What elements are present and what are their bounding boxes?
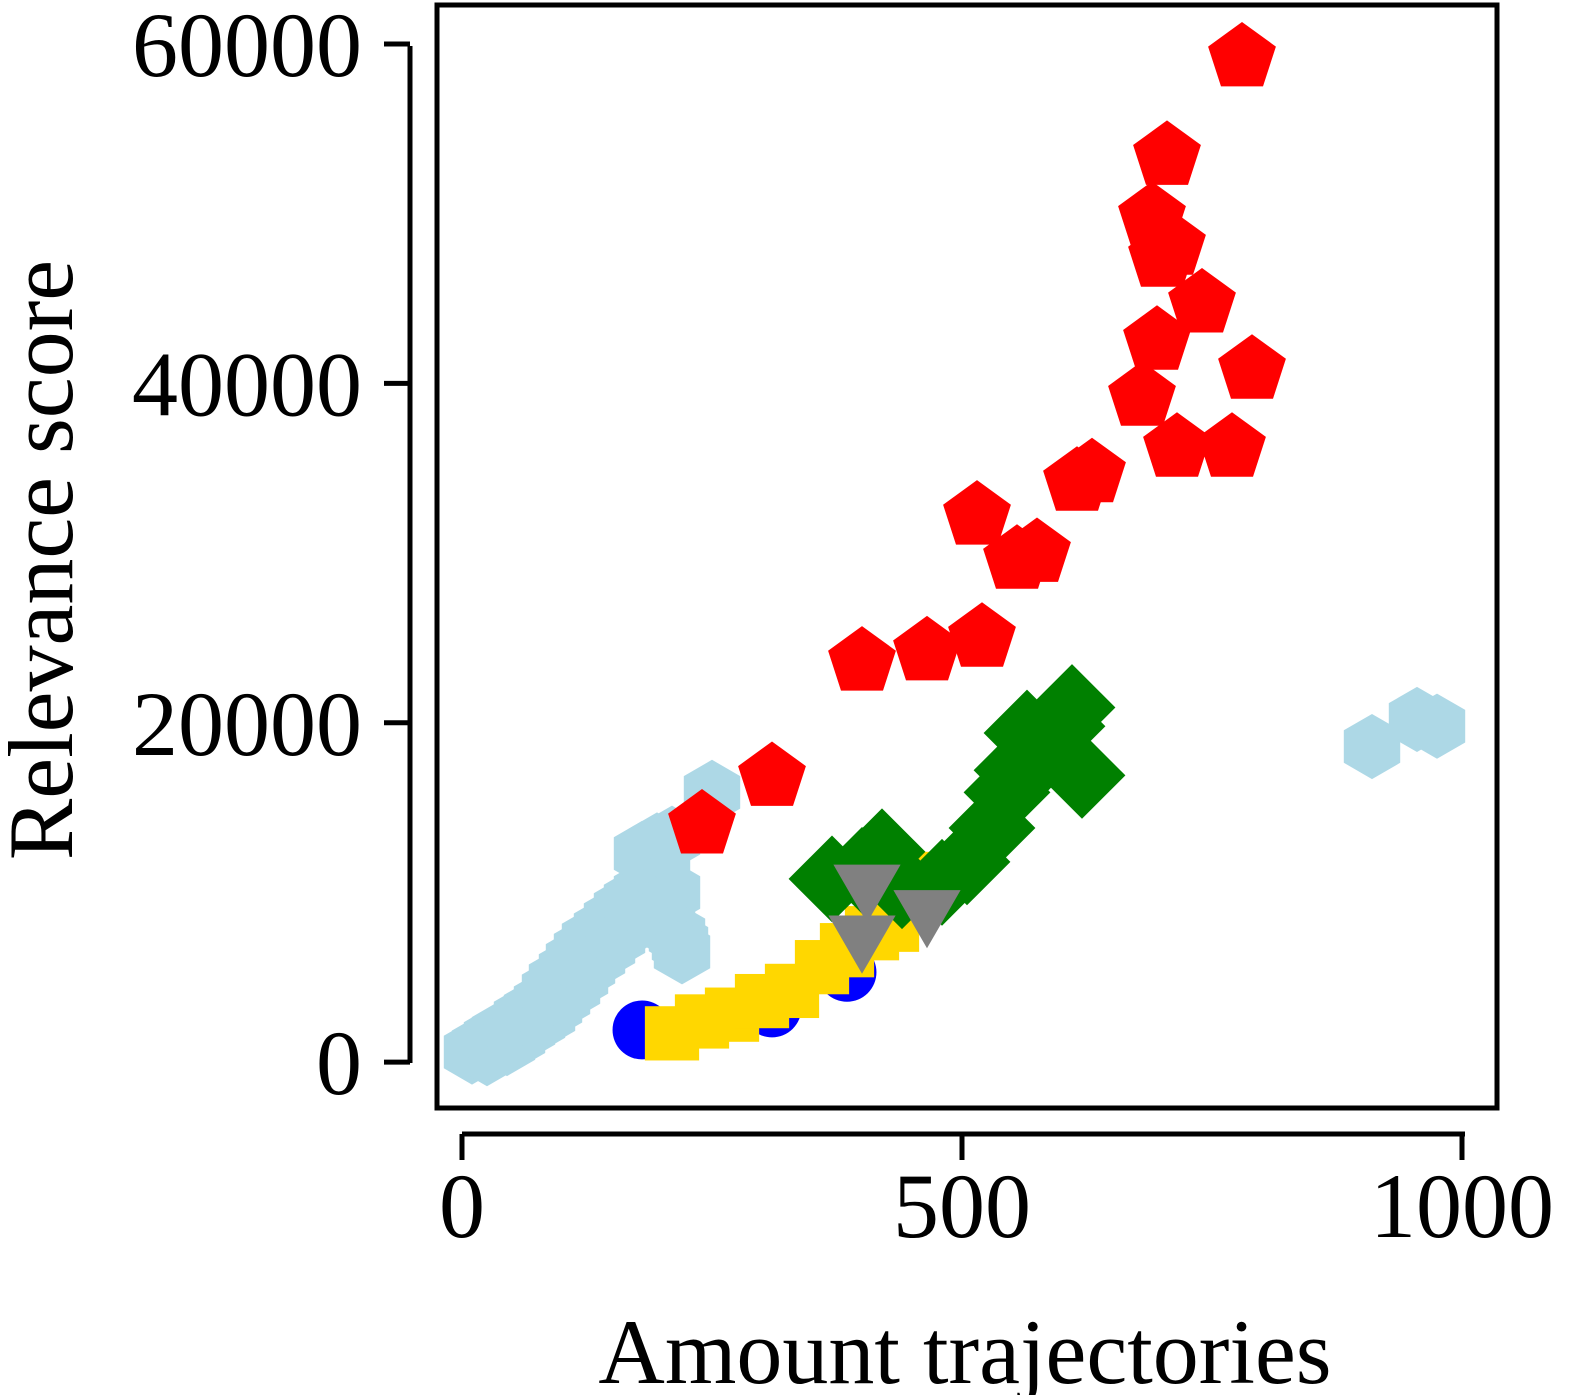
x-tick-label: 1000: [1370, 1155, 1554, 1257]
pentagon-point: [668, 789, 736, 854]
data-points: [443, 22, 1466, 1087]
pentagon-point: [893, 615, 961, 681]
hexagon-point: [1343, 714, 1401, 780]
x-tick-label: 500: [893, 1155, 1031, 1257]
pentagon-point: [1003, 517, 1071, 582]
pentagon-point: [1198, 412, 1266, 477]
pentagon-point: [1133, 120, 1201, 185]
x-axis-ticks: 0 500 1000: [439, 1134, 1554, 1257]
triangle-down-point: [893, 890, 961, 949]
hexagon-point: [1408, 693, 1466, 759]
y-tick-label: 0: [316, 1012, 362, 1114]
pentagon-point: [828, 626, 896, 691]
hexagon-point: [653, 919, 711, 985]
y-tick-label: 60000: [132, 0, 362, 96]
triangle-down-point: [828, 915, 896, 974]
pentagon-point: [738, 741, 806, 806]
diamond-point: [1028, 664, 1116, 751]
pentagon-point: [1143, 412, 1211, 477]
y-axis-label: Relevance score: [0, 260, 92, 860]
pentagon-point: [1218, 334, 1286, 399]
diamond-point: [1038, 732, 1126, 819]
x-axis-label: Amount trajectories: [598, 1301, 1331, 1395]
triangle-down-point: [833, 864, 901, 923]
pentagon-point: [943, 480, 1011, 545]
y-tick-label: 40000: [132, 333, 362, 435]
y-tick-label: 20000: [132, 673, 362, 775]
y-axis-ticks: 0 20000 40000 60000: [132, 0, 410, 1114]
pentagon-point: [1108, 361, 1176, 426]
pentagon-point: [1138, 210, 1206, 275]
plot-frame: [434, 2, 1500, 1111]
x-tick-label: 0: [439, 1155, 485, 1257]
pentagon-point: [1123, 305, 1191, 370]
pentagon-point: [1168, 268, 1236, 333]
pentagon-point: [948, 602, 1016, 667]
pentagon-point: [1208, 22, 1276, 87]
pentagon-point: [1058, 437, 1126, 503]
